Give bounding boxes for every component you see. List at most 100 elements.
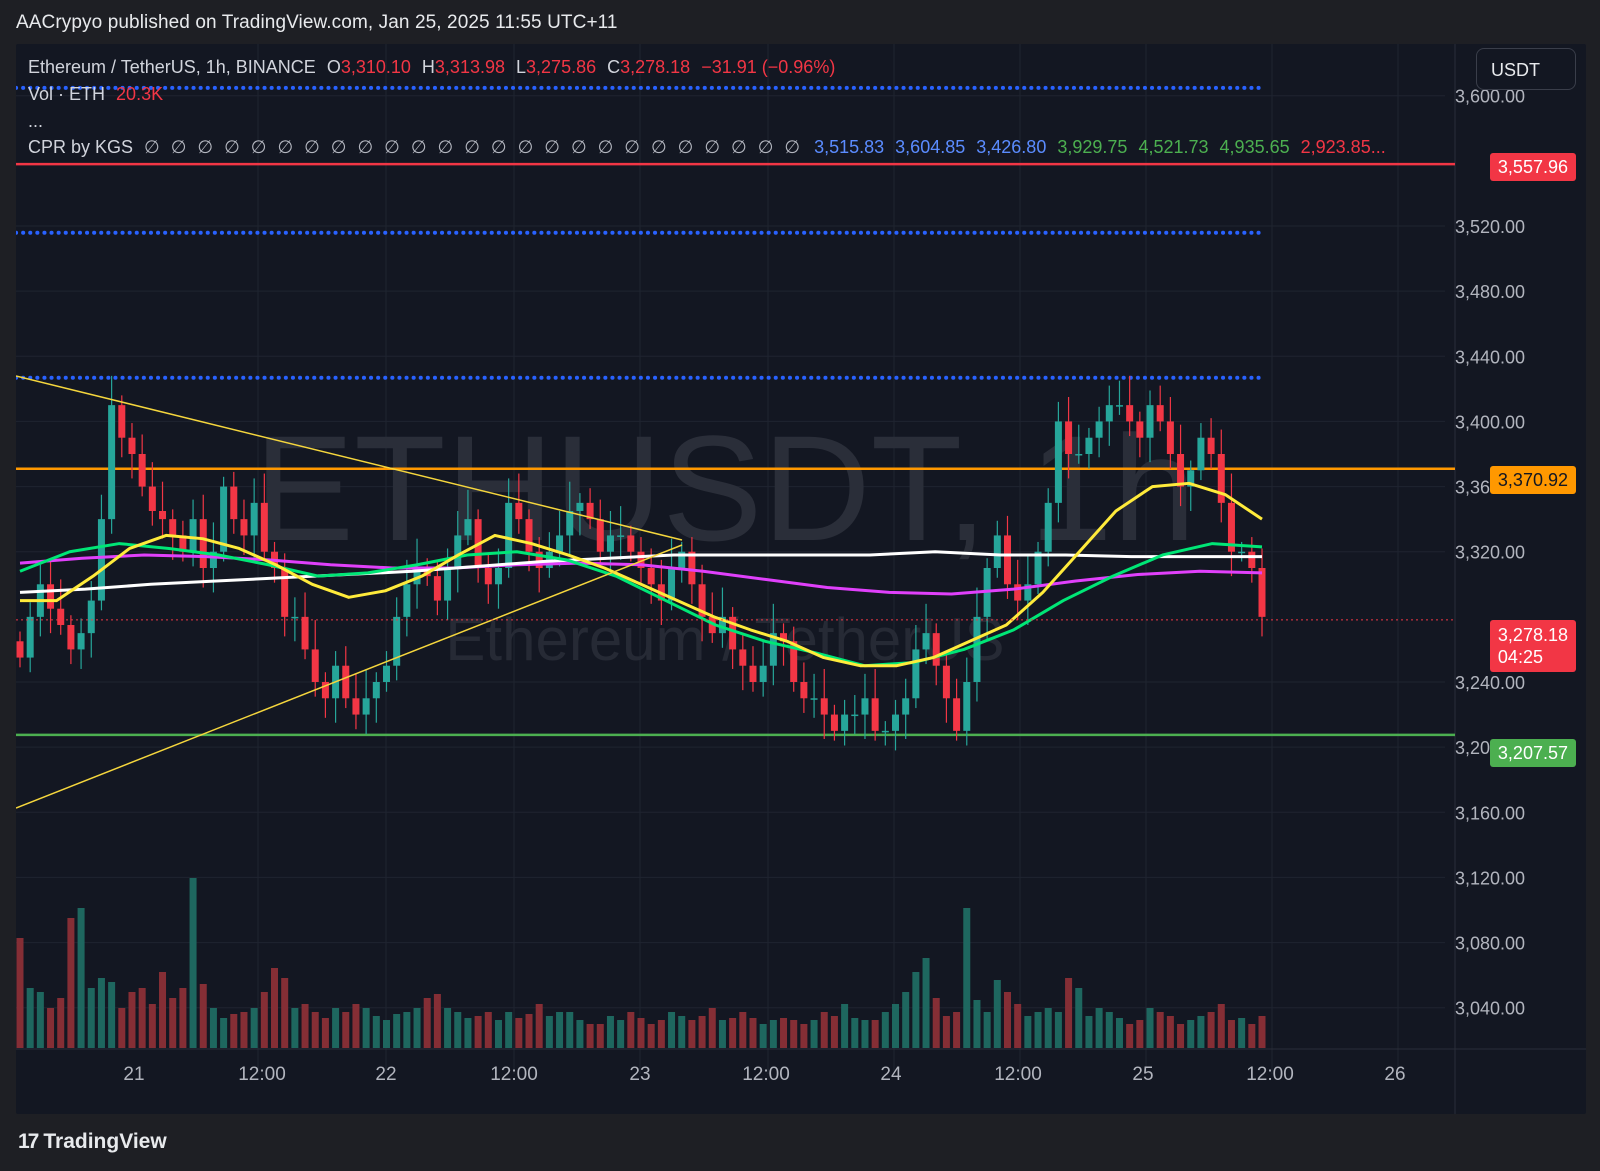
candle-body [1075,454,1083,456]
time-tick-label: 26 [1384,1064,1405,1085]
candle-body [1217,454,1225,503]
time-tick-label: 22 [375,1064,396,1085]
volume-bar [250,1008,258,1048]
volume-bar [393,1014,401,1048]
volume-bar [1197,1016,1205,1048]
volume-bar [47,1008,55,1048]
volume-bar [67,918,75,1048]
candle-body [861,698,869,715]
currency-button[interactable]: USDT [1476,48,1576,90]
candle-body [830,714,838,731]
volume-bar [942,1016,950,1048]
candle-body [820,698,828,715]
candle-body [1258,568,1266,617]
candle-body [454,535,462,568]
volume-bar [271,968,279,1048]
candle-body [596,519,604,552]
time-tick-label: 12:00 [490,1064,538,1085]
bar-countdown: 04:25 [1497,647,1543,667]
volume-bar [759,1024,767,1048]
volume-bar [688,1020,696,1048]
volume-bar [118,1008,126,1048]
volume-bar [332,1008,340,1048]
volume-bar [413,1008,421,1048]
volume-bar [892,1004,900,1048]
candle-body [1238,551,1246,554]
volume-legend[interactable]: Vol · ETH 20.3K [28,84,169,105]
volume-bar [657,1020,665,1048]
candle-body [769,633,777,666]
low-value: 3,275.86 [526,57,597,77]
candle-body [1207,437,1215,454]
candle-body [932,633,940,666]
candle-body [1115,405,1123,407]
candle-body [444,568,452,601]
candle-body [627,535,635,552]
candle-body [1085,437,1093,454]
candle-body [1065,421,1073,454]
volume-bar [515,1018,523,1048]
chart-pane[interactable]: ETHUSDT, 1h Ethereum / TetherUS 3,600.00 3,… [16,44,1586,1114]
candle-body [240,519,248,536]
descending-trendline [16,375,683,541]
candle-body [1034,551,1042,585]
symbol-title[interactable]: Ethereum / TetherUS, 1h, BINANCE [28,57,316,77]
candle-body [433,576,441,601]
volume-bar [617,1020,625,1048]
candle-body [922,633,930,650]
candle-body [1003,535,1011,585]
candle-body [617,535,625,537]
volume-bar [1115,1018,1123,1048]
candle-body [1146,405,1154,438]
candle-body [97,519,105,601]
volume-bar [1095,1008,1103,1048]
candle-body [759,665,767,682]
chart-canvas[interactable]: ETHUSDT, 1h Ethereum / TetherUS 3,600.00 3,… [16,44,1586,1114]
volume-bar [1217,1004,1225,1048]
volume-bar [97,978,105,1048]
volume-bar [556,1012,564,1048]
volume-bar [718,1020,726,1048]
volume-bar [810,1020,818,1048]
time-tick-label: 12:00 [742,1064,790,1085]
volume-bar [1105,1012,1113,1048]
tradingview-logo[interactable]: 17 TradingView [18,1130,167,1154]
volume-bar [1003,992,1011,1048]
volume-bar [230,1014,238,1048]
candle-body [464,519,472,536]
price-tick-label: 3,080.00 [1455,934,1525,954]
candle-body [321,682,329,699]
ema-yellow-line [20,481,1263,668]
cpr-name[interactable]: CPR by KGS [28,137,134,157]
cpr-legend[interactable]: CPR by KGS ∅ ∅ ∅ ∅ ∅ ∅ ∅ ∅ ∅ ∅ ∅ ∅ ∅ ∅ ∅… [28,137,1392,158]
volume-bar [138,988,146,1048]
volume-bar [57,998,65,1048]
candle-body [647,568,655,585]
volume-bar [932,998,940,1048]
candle-body [606,535,614,552]
volume-bar [1248,1024,1256,1048]
volume-bar [291,1008,299,1048]
candle-body [1197,437,1205,471]
volume-bar [382,1020,390,1048]
volume-bar [1146,1008,1154,1048]
candle-body [352,698,360,715]
watermark-symbol: ETHUSDT, 1h [254,404,1196,572]
volume-bar [871,1020,879,1048]
volume-bar [1024,1016,1032,1048]
volume-bar [861,1020,869,1048]
open-value: 3,310.10 [340,57,411,77]
candle-body [1156,405,1164,422]
open-label: O [326,57,341,77]
cpr-value-6: 4,935.65 [1219,137,1290,157]
candle-body [199,519,207,568]
candle-body [250,502,258,536]
candle-body [800,682,808,699]
volume-bar [403,1012,411,1048]
watermark-name: Ethereum / TetherUS [445,606,1004,673]
candle-body [118,405,126,438]
symbol-legend[interactable]: Ethereum / TetherUS, 1h, BINANCE O3,310.… [28,57,841,78]
candle-body [668,568,676,601]
more-indicators[interactable]: ... [28,111,44,131]
volume-value: 20.3K [116,84,164,104]
